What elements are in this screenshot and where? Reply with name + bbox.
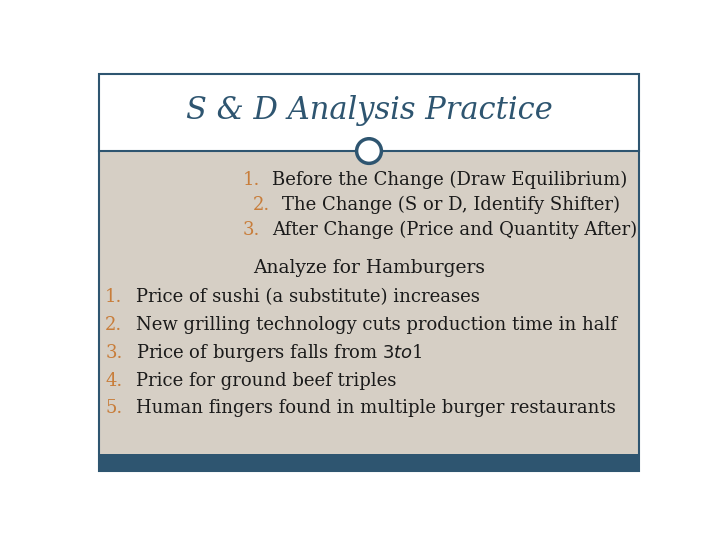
Text: Price for ground beef triples: Price for ground beef triples [137, 372, 397, 389]
Text: The Change (S or D, Identify Shifter): The Change (S or D, Identify Shifter) [282, 196, 620, 214]
Circle shape [356, 139, 382, 164]
Text: 2.: 2. [105, 316, 122, 334]
Text: Analyze for Hamburgers: Analyze for Hamburgers [253, 259, 485, 277]
FancyBboxPatch shape [99, 151, 639, 455]
Text: 4.: 4. [105, 372, 122, 389]
Text: 3.: 3. [243, 220, 261, 239]
FancyBboxPatch shape [99, 455, 639, 471]
Text: S & D Analysis Practice: S & D Analysis Practice [186, 96, 552, 126]
Text: 1.: 1. [105, 288, 122, 306]
FancyBboxPatch shape [99, 74, 639, 151]
Text: 5.: 5. [105, 399, 122, 417]
Text: Price of sushi (a substitute) increases: Price of sushi (a substitute) increases [137, 288, 480, 306]
Text: 2.: 2. [253, 196, 270, 214]
Text: Before the Change (Draw Equilibrium): Before the Change (Draw Equilibrium) [272, 171, 627, 190]
Text: Human fingers found in multiple burger restaurants: Human fingers found in multiple burger r… [137, 399, 616, 417]
Text: New grilling technology cuts production time in half: New grilling technology cuts production … [137, 316, 618, 334]
Text: 3.: 3. [105, 344, 122, 362]
Text: Price of burgers falls from $3 to $1: Price of burgers falls from $3 to $1 [137, 342, 423, 364]
Text: 1.: 1. [243, 171, 261, 190]
Text: After Change (Price and Quantity After): After Change (Price and Quantity After) [272, 220, 637, 239]
